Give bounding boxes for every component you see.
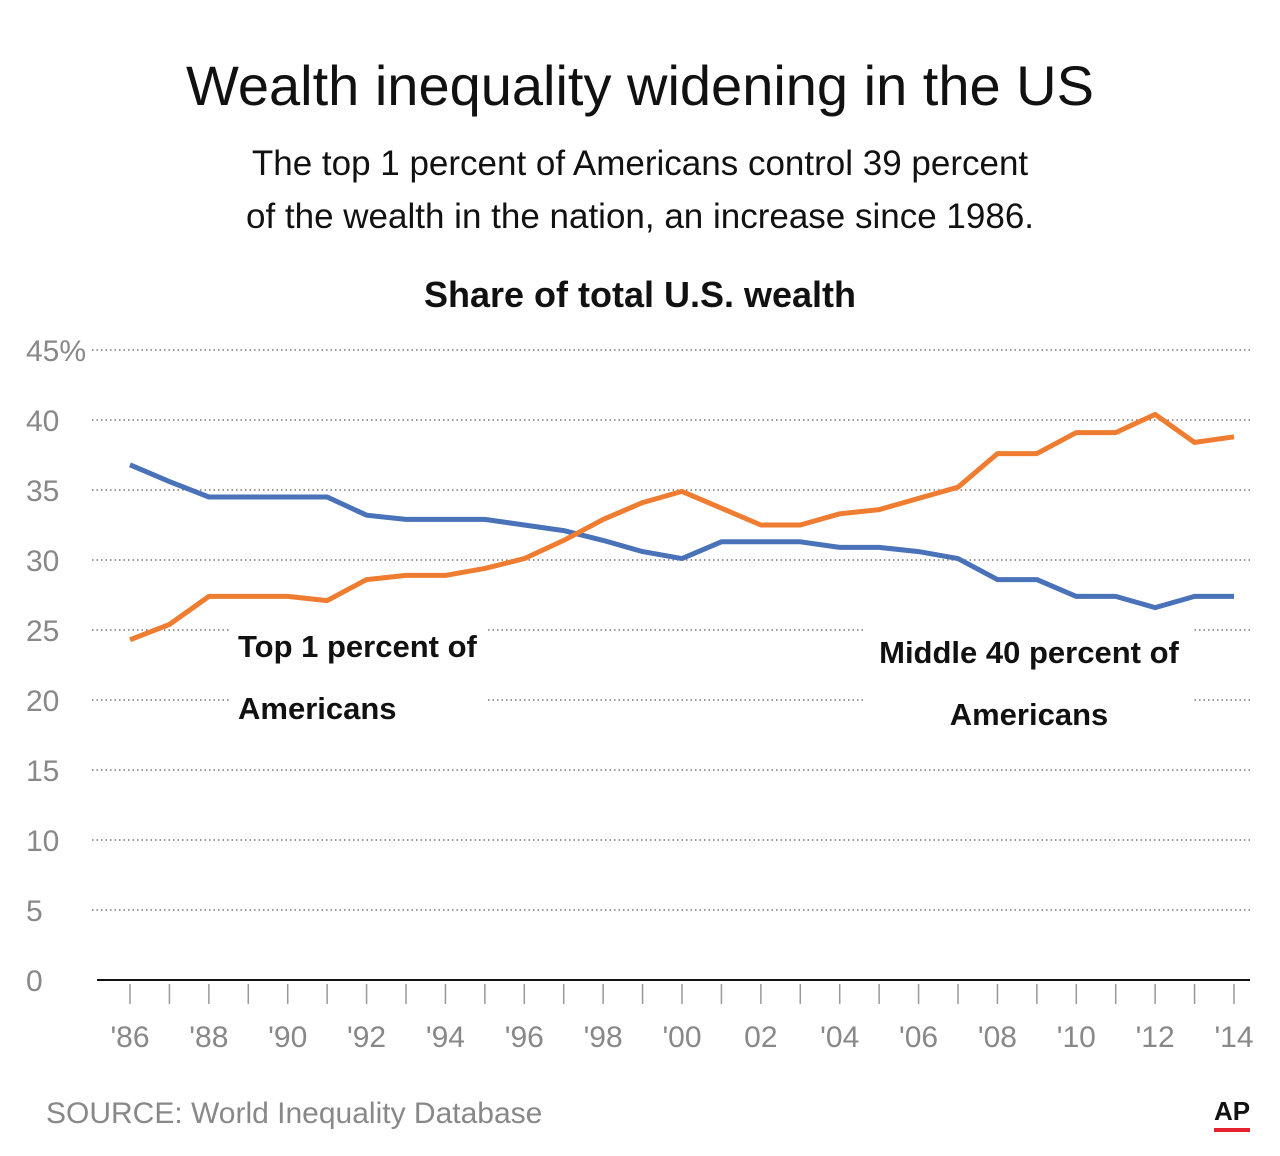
x-tick-label: '10 xyxy=(1057,1021,1096,1054)
y-tick-label: 0 xyxy=(26,965,43,998)
x-tick-label: '92 xyxy=(347,1021,386,1054)
x-tick-label: '96 xyxy=(505,1021,544,1054)
chart-title: Wealth inequality widening in the US xyxy=(186,54,1094,117)
subtitle: of the wealth in the nation, an increase… xyxy=(246,197,1034,236)
y-tick-label: 10 xyxy=(26,825,59,858)
y-tick-label: 15 xyxy=(26,755,59,788)
x-tick-label: '86 xyxy=(110,1021,149,1054)
y-tick-label: 45% xyxy=(26,335,86,368)
series-label: Top 1 percent of Americans xyxy=(230,616,486,740)
y-tick-label: 20 xyxy=(26,685,59,718)
series-label: Middle 40 percent of Americans xyxy=(866,622,1192,746)
x-tick-label: '14 xyxy=(1214,1021,1253,1054)
y-tick-label: 5 xyxy=(26,895,43,928)
y-tick-label: 25 xyxy=(26,615,59,648)
x-tick-label: '88 xyxy=(189,1021,228,1054)
x-tick-label: '06 xyxy=(899,1021,938,1054)
logo-underline xyxy=(1214,1128,1250,1132)
x-tick-label: '04 xyxy=(820,1021,859,1054)
source: SOURCE: World Inequality Database xyxy=(46,1097,542,1130)
x-tick-label: '94 xyxy=(426,1021,465,1054)
credit-logo: AP xyxy=(1214,1096,1250,1126)
y-tick-label: 40 xyxy=(26,405,59,438)
y-tick-label: 30 xyxy=(26,545,59,578)
series-line xyxy=(129,411,1235,643)
x-tick-label: '00 xyxy=(662,1021,701,1054)
x-tick-label: '08 xyxy=(978,1021,1017,1054)
subtitle: The top 1 percent of Americans control 3… xyxy=(252,144,1029,183)
chart-subtitle: Share of total U.S. wealth xyxy=(424,274,856,315)
x-tick-label: 02 xyxy=(744,1021,777,1054)
series-line xyxy=(129,462,1234,611)
x-tick-label: '98 xyxy=(584,1021,623,1054)
y-tick-label: 35 xyxy=(26,475,59,508)
x-tick-label: '12 xyxy=(1136,1021,1175,1054)
x-tick-label: '90 xyxy=(268,1021,307,1054)
